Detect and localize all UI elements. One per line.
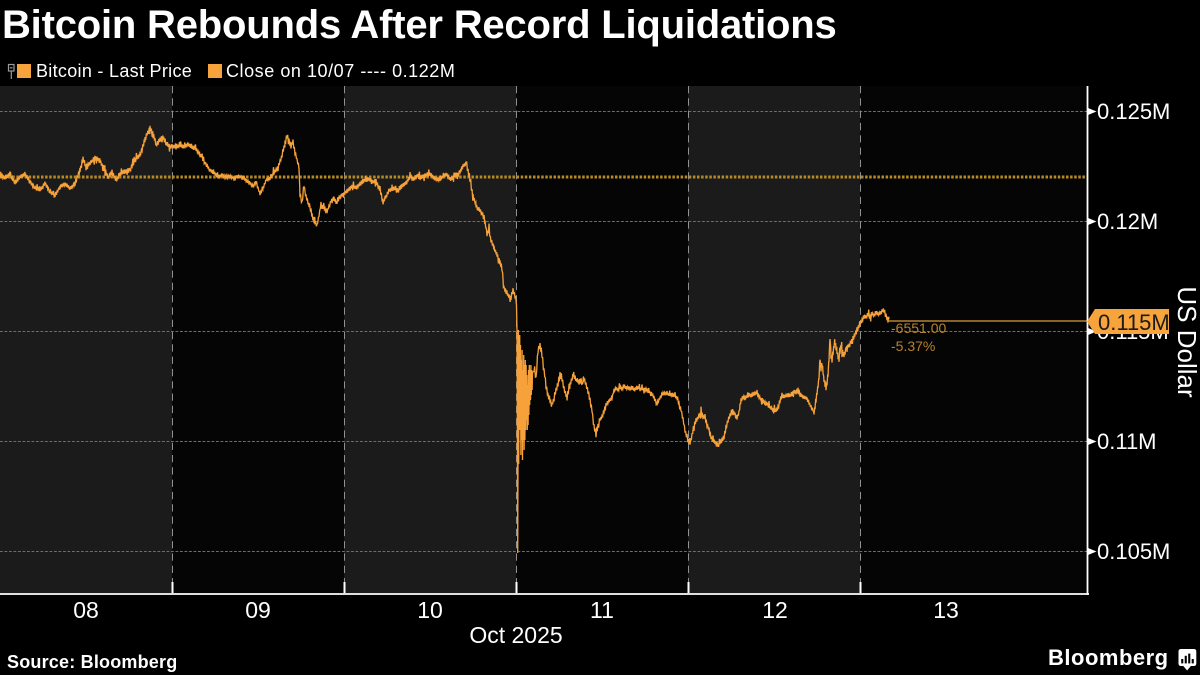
svg-text:13: 13: [933, 597, 959, 623]
svg-text:12: 12: [762, 597, 788, 623]
svg-text:09: 09: [245, 597, 271, 623]
svg-text:-5.37%: -5.37%: [891, 338, 935, 354]
svg-text:Bitcoin Rebounds After Record: Bitcoin Rebounds After Record Liquidatio…: [2, 3, 837, 47]
svg-text:0.115M: 0.115M: [1098, 310, 1170, 335]
svg-text:0.125M: 0.125M: [1097, 99, 1170, 124]
svg-text:Source: Bloomberg: Source: Bloomberg: [7, 652, 177, 672]
svg-text:Bloomberg: Bloomberg: [1048, 645, 1169, 670]
svg-text:10: 10: [417, 597, 443, 623]
svg-text:-6551.00: -6551.00: [891, 320, 946, 336]
svg-text:08: 08: [73, 597, 99, 623]
svg-text:0.11M: 0.11M: [1097, 429, 1157, 454]
svg-text:0.105M: 0.105M: [1097, 539, 1170, 564]
svg-text:US Dollar: US Dollar: [1172, 286, 1200, 398]
svg-text:Bitcoin - Last Price: Bitcoin - Last Price: [36, 61, 192, 81]
svg-text:Oct 2025: Oct 2025: [469, 622, 562, 648]
svg-text:0.12M: 0.12M: [1097, 209, 1158, 234]
svg-text:11: 11: [590, 597, 614, 623]
svg-text:Close on 10/07 ---- 0.122M: Close on 10/07 ---- 0.122M: [226, 61, 455, 81]
